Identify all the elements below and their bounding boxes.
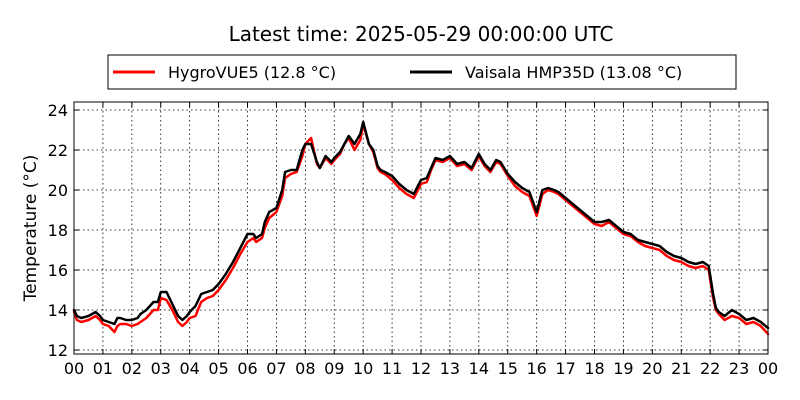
y-tick-label: 18 <box>48 221 68 240</box>
x-tick-label: 10 <box>353 359 373 378</box>
legend: HygroVUE5 (12.8 °C) Vaisala HMP35D (13.0… <box>107 54 737 90</box>
x-tick-label: 19 <box>613 359 633 378</box>
y-axis-label: Temperature (°C) <box>21 155 41 303</box>
x-tick-label: 21 <box>671 359 691 378</box>
ticks: 00 01 02 03 04 05 06 07 08 09 10 11 12 13 14 15 16 17 18 19… <box>48 101 779 378</box>
y-tick-label: 22 <box>48 141 68 160</box>
series-layer <box>72 120 770 336</box>
x-tick-label: 08 <box>295 359 315 378</box>
x-tick-label: 16 <box>526 359 546 378</box>
x-tick-label: 12 <box>411 359 431 378</box>
y-tick-label: 14 <box>48 301 68 320</box>
series-line-vaisala <box>72 120 770 330</box>
y-tick-label: 16 <box>48 261 68 280</box>
x-tick-label: 14 <box>469 359 489 378</box>
x-tick-label: 11 <box>382 359 402 378</box>
y-tick-label: 20 <box>48 181 68 200</box>
x-tick-label: 02 <box>122 359 142 378</box>
x-tick-label: 00 <box>758 359 778 378</box>
x-tick-label: 17 <box>555 359 575 378</box>
chart-title: Latest time: 2025-05-29 00:00:00 UTC <box>229 22 614 46</box>
x-tick-label: 04 <box>179 359 199 378</box>
x-tick-label: 07 <box>266 359 286 378</box>
y-tick-label: 24 <box>48 101 68 120</box>
legend-label-hygrovue5: HygroVUE5 (12.8 °C) <box>168 63 336 82</box>
x-tick-label: 15 <box>498 359 518 378</box>
y-tick-label: 12 <box>48 341 68 360</box>
x-tick-label: 05 <box>208 359 228 378</box>
x-tick-label: 09 <box>324 359 344 378</box>
x-tick-label: 20 <box>642 359 662 378</box>
x-tick-label: 23 <box>729 359 749 378</box>
x-tick-label: 22 <box>700 359 720 378</box>
x-tick-label: 03 <box>151 359 171 378</box>
x-tick-label: 06 <box>237 359 257 378</box>
legend-label-vaisala: Vaisala HMP35D (13.08 °C) <box>465 63 682 82</box>
grid <box>74 102 768 354</box>
x-tick-label: 18 <box>584 359 604 378</box>
x-tick-label: 01 <box>93 359 113 378</box>
x-tick-label: 00 <box>64 359 84 378</box>
x-tick-label: 13 <box>440 359 460 378</box>
